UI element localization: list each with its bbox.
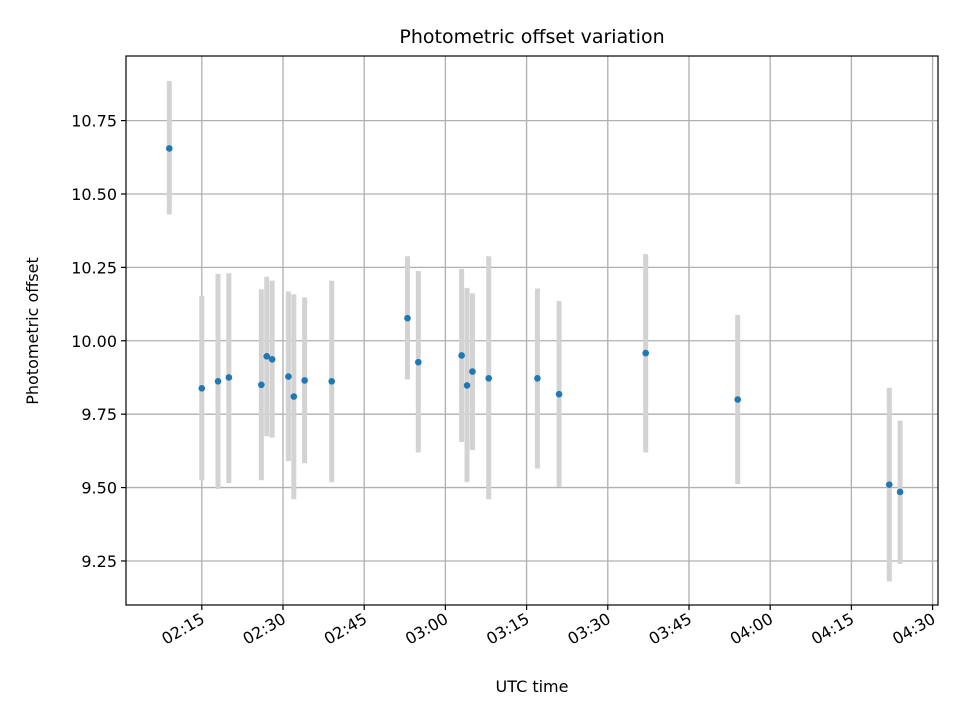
- data-point: [285, 373, 292, 380]
- y-axis: 9.25 9.50 9.75 10.00 10.25 10.50 10.75: [71, 112, 126, 571]
- data-point: [290, 393, 298, 400]
- y-tick-label: 10.50: [71, 185, 117, 204]
- data-point: [734, 396, 742, 403]
- data-point: [328, 377, 336, 385]
- data-point: [469, 368, 476, 375]
- y-tick-label: 9.25: [81, 552, 117, 571]
- data-point: [415, 358, 422, 366]
- grid: [126, 56, 938, 605]
- data-point: [534, 375, 541, 382]
- data-point: [301, 377, 308, 384]
- data-point: [198, 385, 206, 392]
- data-point: [463, 382, 471, 389]
- y-tick-label: 9.50: [81, 479, 117, 498]
- chart-title: Photometric offset variation: [399, 26, 664, 48]
- data-point: [214, 377, 222, 385]
- data-point: [166, 145, 173, 152]
- x-axis-label: UTC time: [496, 677, 569, 696]
- y-tick-label: 10.00: [71, 332, 117, 351]
- data-point: [404, 314, 411, 322]
- data-point: [642, 349, 649, 357]
- data-points: [166, 145, 904, 496]
- data-point: [263, 353, 271, 360]
- data-point: [885, 481, 893, 488]
- data-point: [896, 488, 904, 496]
- data-point: [485, 375, 492, 382]
- y-axis-label: Photometric offset: [23, 257, 42, 405]
- data-point: [268, 355, 276, 363]
- data-point: [225, 374, 233, 381]
- data-point: [258, 381, 265, 389]
- y-tick-label: 10.25: [71, 258, 117, 277]
- data-point: [458, 352, 465, 359]
- data-point: [555, 390, 563, 398]
- plot-frame: [125, 55, 939, 606]
- y-tick-label: 10.75: [71, 112, 117, 131]
- y-tick-label: 9.75: [81, 405, 117, 424]
